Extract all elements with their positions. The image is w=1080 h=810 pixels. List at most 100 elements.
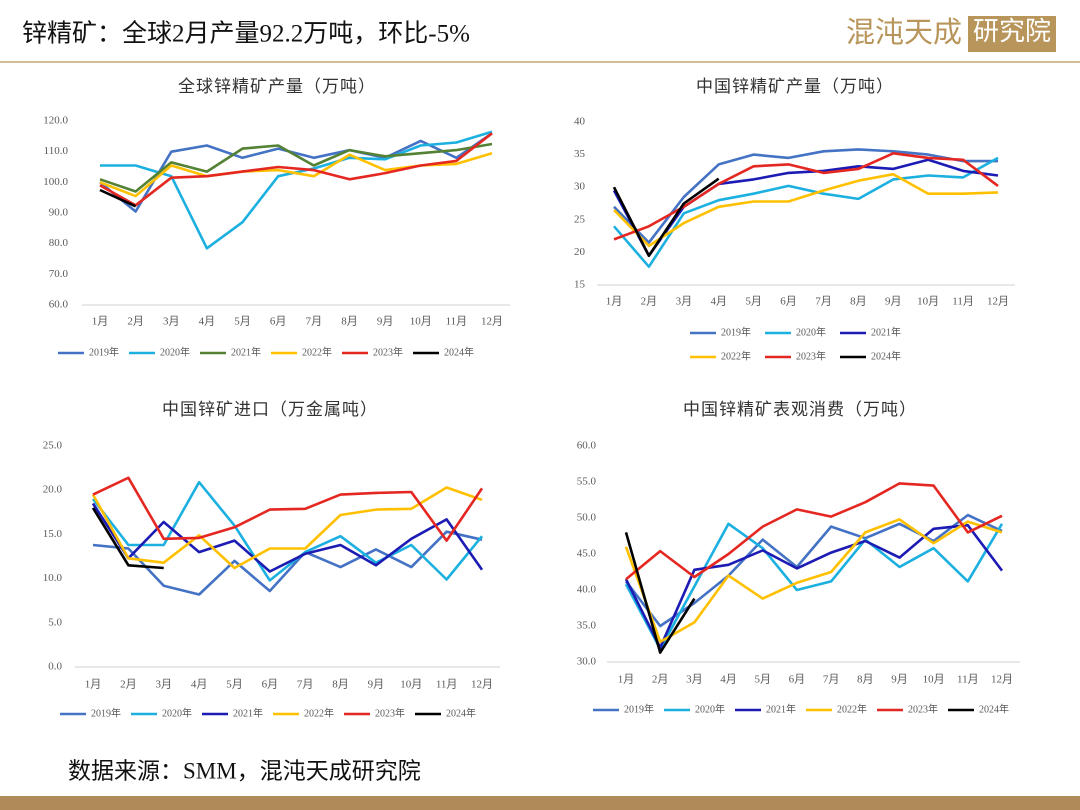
y-tick-label: 110.0	[44, 145, 69, 157]
series-line	[613, 172, 999, 248]
x-tick-label: 1月	[618, 674, 635, 686]
legend-label: 2022年	[721, 349, 751, 362]
x-tick-label: 12月	[471, 679, 493, 691]
x-tick-label: 12月	[991, 674, 1013, 686]
y-tick-label: 35.0	[577, 620, 597, 632]
legend-label: 2024年	[444, 345, 474, 358]
series-line	[99, 142, 493, 193]
x-tick-label: 5月	[226, 679, 243, 691]
series-line	[91, 480, 484, 582]
legend-label: 2023年	[375, 706, 405, 719]
legend-label: 2022年	[837, 702, 867, 715]
x-tick-label: 6月	[780, 296, 797, 308]
series-line	[99, 132, 493, 207]
y-tick-label: 40	[574, 116, 586, 128]
x-tick-label: 5月	[234, 316, 251, 328]
y-tick-label: 20	[574, 246, 586, 258]
series-line	[92, 530, 483, 596]
series-line	[612, 158, 999, 257]
series-line	[99, 188, 137, 208]
y-tick-label: 30	[574, 181, 586, 193]
x-tick-label: 10月	[410, 316, 432, 328]
series-line	[624, 532, 696, 654]
y-tick-label: 35	[574, 148, 586, 160]
legend-label: 2022年	[302, 345, 332, 358]
x-tick-label: 7月	[306, 316, 323, 328]
y-tick-label: 10.0	[43, 572, 63, 584]
series-line	[612, 177, 720, 257]
logo-text: 混沌天成	[846, 15, 962, 49]
y-tick-label: 25.0	[43, 440, 63, 452]
x-tick-label: 9月	[377, 316, 394, 328]
x-tick-label: 7月	[823, 674, 840, 686]
y-tick-label: 15	[574, 279, 586, 291]
x-tick-label: 3月	[163, 316, 180, 328]
x-tick-label: 11月	[957, 674, 979, 686]
legend-label: 2023年	[908, 702, 938, 715]
y-tick-label: 120.0	[43, 115, 68, 127]
series-line	[625, 482, 1003, 581]
y-tick-label: 25	[574, 213, 586, 225]
x-tick-label: 2月	[652, 674, 669, 686]
x-tick-label: 7月	[297, 679, 314, 691]
x-tick-label: 6月	[789, 674, 806, 686]
series-line	[624, 522, 1004, 651]
x-tick-label: 10月	[923, 674, 945, 686]
legend-label: 2019年	[89, 345, 119, 358]
x-tick-label: 8月	[857, 674, 874, 686]
x-tick-label: 10月	[400, 679, 422, 691]
x-tick-label: 4月	[710, 296, 727, 308]
legend-label: 2021年	[871, 325, 901, 338]
legend-label: 2024年	[979, 702, 1009, 715]
x-tick-label: 6月	[270, 316, 287, 328]
x-tick-label: 9月	[885, 296, 902, 308]
y-tick-label: 40.0	[577, 584, 597, 596]
chart-title: 中国锌精矿产量（万吨）	[696, 77, 894, 96]
y-tick-label: 60.0	[49, 299, 69, 311]
x-tick-label: 4月	[199, 316, 216, 328]
series-line	[624, 518, 1003, 644]
x-tick-label: 12月	[987, 296, 1009, 308]
x-tick-label: 1月	[85, 679, 102, 691]
series-line	[613, 156, 999, 268]
legend-label: 2024年	[446, 706, 476, 719]
y-tick-label: 50.0	[577, 512, 597, 524]
legend-label: 2019年	[91, 706, 121, 719]
logo-box-text: 研究院	[973, 17, 1051, 46]
footer-bar	[0, 796, 1080, 810]
x-tick-label: 2月	[120, 679, 137, 691]
y-tick-label: 60.0	[577, 440, 597, 452]
chart-title: 中国锌矿进口（万金属吨）	[162, 400, 378, 419]
chart-title: 全球锌精矿产量（万吨）	[178, 77, 376, 96]
x-tick-label: 6月	[262, 679, 279, 691]
y-tick-label: 0.0	[48, 661, 62, 673]
y-tick-label: 20.0	[43, 484, 63, 496]
y-tick-label: 5.0	[48, 616, 62, 628]
x-tick-label: 3月	[155, 679, 172, 691]
x-tick-label: 8月	[850, 296, 867, 308]
y-tick-label: 45.0	[577, 548, 597, 560]
x-tick-label: 4月	[191, 679, 208, 691]
series-line	[624, 523, 1004, 649]
x-tick-label: 4月	[720, 674, 737, 686]
y-tick-label: 100.0	[43, 176, 68, 188]
x-tick-label: 11月	[446, 316, 468, 328]
y-tick-label: 15.0	[43, 528, 63, 540]
chart-title: 中国锌精矿表观消费（万吨）	[683, 400, 917, 419]
legend-label: 2021年	[766, 702, 796, 715]
x-tick-label: 3月	[686, 674, 703, 686]
x-tick-label: 1月	[606, 296, 623, 308]
legend-label: 2023年	[373, 345, 403, 358]
y-tick-label: 55.0	[577, 476, 597, 488]
x-tick-label: 5月	[754, 674, 771, 686]
x-tick-label: 8月	[341, 316, 358, 328]
x-tick-label: 7月	[815, 296, 832, 308]
legend-label: 2019年	[721, 325, 751, 338]
x-tick-label: 2月	[641, 296, 658, 308]
legend-label: 2020年	[695, 702, 725, 715]
logo-box	[968, 16, 1056, 52]
x-tick-label: 8月	[332, 679, 349, 691]
legend-label: 2020年	[160, 345, 190, 358]
x-tick-label: 9月	[891, 674, 908, 686]
